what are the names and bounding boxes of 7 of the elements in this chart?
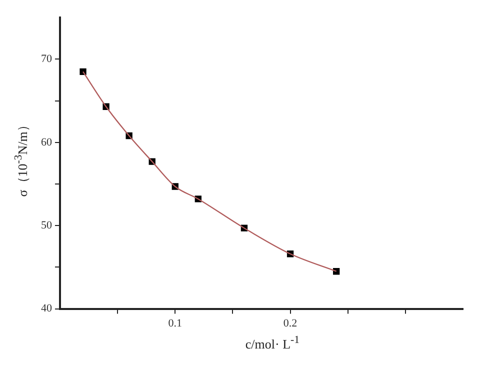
y-tick-label: 40: [41, 302, 52, 315]
y-tick-label: 60: [41, 136, 52, 148]
y-tick-label: 50: [41, 219, 52, 232]
x-tick-label: 0.1: [168, 317, 182, 330]
x-tick-label: 0.2: [283, 317, 298, 330]
y-tick-label: 70: [41, 53, 52, 66]
x-axis-title: c/mol· L$^{-1}$: [244, 334, 301, 352]
